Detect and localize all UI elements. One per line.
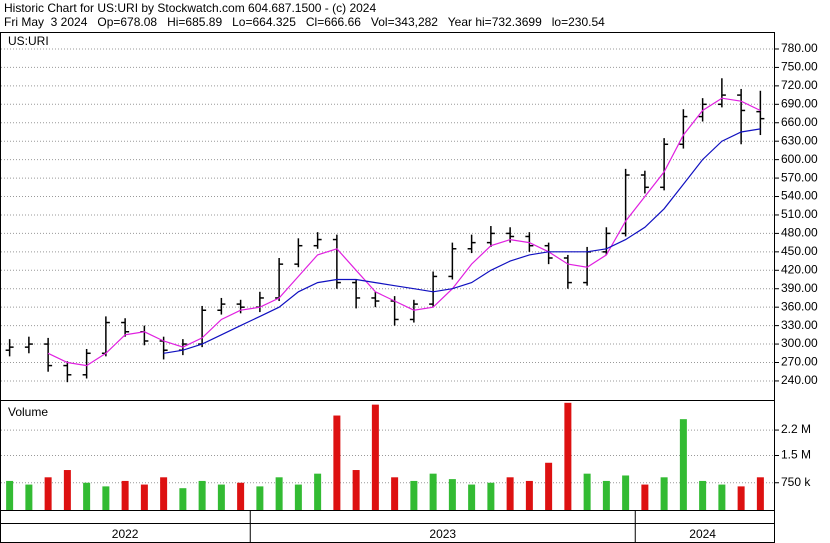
volume-bar <box>410 480 418 510</box>
y-tick-label: 630.00 <box>781 133 818 147</box>
volume-bar <box>179 488 187 510</box>
volume-bar <box>602 480 610 510</box>
volume-bar <box>391 477 399 510</box>
volume-bar <box>25 484 33 510</box>
volume-bar <box>217 484 225 510</box>
volume-bar <box>679 419 687 510</box>
volume-bar <box>525 480 533 510</box>
volume-bar <box>6 480 14 510</box>
volume-bar <box>756 477 764 510</box>
x-tick-label: 2022 <box>112 527 139 541</box>
volume-bar <box>160 477 168 510</box>
volume-bar <box>545 462 553 510</box>
y-tick-label: 750 k <box>781 475 811 489</box>
y-tick-label: 390.00 <box>781 281 818 295</box>
volume-bar <box>468 484 476 510</box>
y-tick-label: 510.00 <box>781 207 818 221</box>
volume-bar <box>583 473 591 510</box>
volume-label: Volume <box>8 405 48 419</box>
volume-bar <box>641 484 649 510</box>
y-tick-label: 690.00 <box>781 96 818 110</box>
volume-bar <box>237 482 245 510</box>
y-tick-label: 780.00 <box>781 41 818 55</box>
volume-bar <box>83 482 91 510</box>
y-tick-label: 570.00 <box>781 170 818 184</box>
y-tick-label: 270.00 <box>781 355 818 369</box>
chart-title: Historic Chart for US:URI by Stockwatch.… <box>4 1 376 15</box>
volume-bar <box>699 480 707 510</box>
y-tick-label: 660.00 <box>781 115 818 129</box>
volume-bar <box>314 473 322 510</box>
moving-average <box>163 128 761 354</box>
x-tick-label: 2024 <box>689 527 716 541</box>
volume-bar <box>102 486 110 510</box>
y-tick-label: 420.00 <box>781 262 818 276</box>
volume-bar <box>275 477 283 510</box>
y-tick-label: 300.00 <box>781 336 818 350</box>
volume-bar <box>564 402 572 510</box>
volume-bar <box>121 480 129 510</box>
chart-subtitle: Fri May 3 2024 Op=678.08 Hi=685.89 Lo=66… <box>4 15 605 29</box>
y-tick-label: 480.00 <box>781 226 818 240</box>
y-tick-label: 450.00 <box>781 244 818 258</box>
volume-bar <box>506 477 514 510</box>
volume-bar <box>140 484 148 510</box>
volume-bar <box>429 473 437 510</box>
y-tick-label: 240.00 <box>781 373 818 387</box>
symbol-label: US:URI <box>8 34 49 48</box>
volume-bar <box>294 484 302 510</box>
y-tick-label: 750.00 <box>781 60 818 74</box>
moving-average <box>47 97 761 367</box>
volume-bar <box>487 482 495 510</box>
volume-bar <box>448 479 456 510</box>
volume-bar <box>44 477 52 510</box>
volume-bar <box>198 480 206 510</box>
y-tick-label: 360.00 <box>781 299 818 313</box>
x-tick-label: 2023 <box>429 527 456 541</box>
volume-bar <box>718 484 726 510</box>
volume-bar <box>737 486 745 510</box>
volume-bar <box>622 475 630 510</box>
y-tick-label: 1.5 M <box>781 448 811 462</box>
volume-bar <box>63 470 71 510</box>
volume-bar <box>352 470 360 510</box>
volume-bar <box>333 415 341 510</box>
y-tick-label: 720.00 <box>781 78 818 92</box>
y-tick-label: 330.00 <box>781 318 818 332</box>
y-tick-label: 540.00 <box>781 189 818 203</box>
volume-bar <box>660 477 668 510</box>
volume-bar <box>371 404 379 510</box>
y-tick-label: 2.2 M <box>781 422 811 436</box>
volume-bar <box>256 486 264 510</box>
y-tick-label: 600.00 <box>781 152 818 166</box>
